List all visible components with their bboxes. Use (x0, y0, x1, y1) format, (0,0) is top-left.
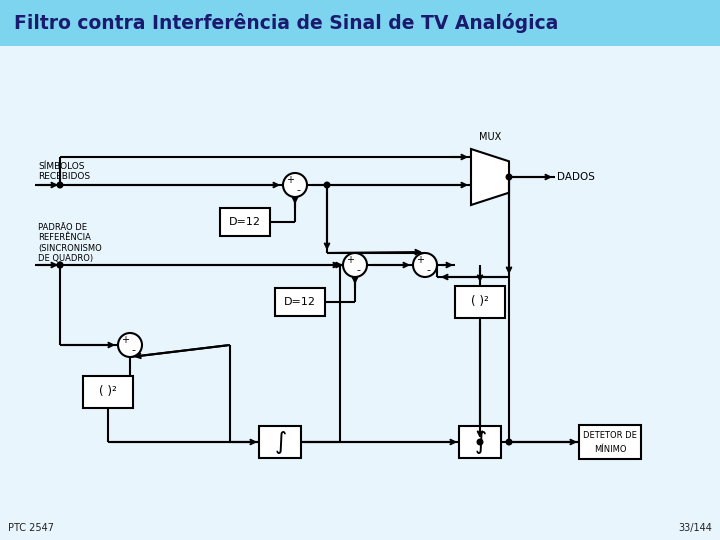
Circle shape (57, 262, 63, 268)
Text: -: - (426, 265, 431, 275)
Bar (83, 376, 133, 408)
Text: $\int$: $\int$ (474, 429, 487, 456)
Text: $\int$: $\int$ (274, 429, 287, 456)
Text: SÍMBOLOS
RECEBIDOS: SÍMBOLOS RECEBIDOS (38, 161, 90, 181)
Circle shape (57, 182, 63, 188)
Text: PADRÃO DE
REFERÊNCIA
(SINCRONISMO
DE QUADRO): PADRÃO DE REFERÊNCIA (SINCRONISMO DE QUA… (38, 223, 102, 263)
Text: +: + (346, 255, 354, 265)
Bar (259, 426, 301, 458)
Text: -: - (297, 185, 301, 195)
Bar (459, 426, 501, 458)
Text: -: - (356, 265, 361, 275)
Text: +: + (415, 255, 423, 265)
Circle shape (324, 182, 330, 188)
Bar (0, 0, 720, 46)
Text: -: - (132, 346, 135, 355)
Text: ( )²: ( )² (99, 386, 117, 399)
Text: DADOS: DADOS (557, 172, 595, 182)
Circle shape (283, 173, 307, 197)
Text: +: + (121, 335, 129, 345)
Bar (455, 286, 505, 318)
Circle shape (506, 439, 512, 445)
Circle shape (413, 253, 437, 277)
Circle shape (343, 253, 367, 277)
Circle shape (118, 333, 142, 357)
Bar (275, 288, 325, 316)
Text: DETETOR DE: DETETOR DE (583, 430, 637, 440)
Text: +: + (286, 175, 294, 185)
Text: PTC 2547: PTC 2547 (8, 523, 54, 533)
Text: D=12: D=12 (229, 217, 261, 227)
Text: MUX: MUX (479, 132, 501, 142)
Text: ( )²: ( )² (471, 295, 489, 308)
Text: Filtro contra Interferência de Sinal de TV Analógica: Filtro contra Interferência de Sinal de … (14, 13, 559, 33)
Text: 33/144: 33/144 (678, 523, 712, 533)
Bar (220, 208, 270, 236)
Circle shape (57, 262, 63, 268)
Text: MÍNIMO: MÍNIMO (594, 444, 626, 454)
Polygon shape (471, 149, 509, 205)
Circle shape (506, 174, 512, 180)
Text: D=12: D=12 (284, 297, 316, 307)
Circle shape (477, 439, 483, 445)
Bar (579, 425, 641, 459)
